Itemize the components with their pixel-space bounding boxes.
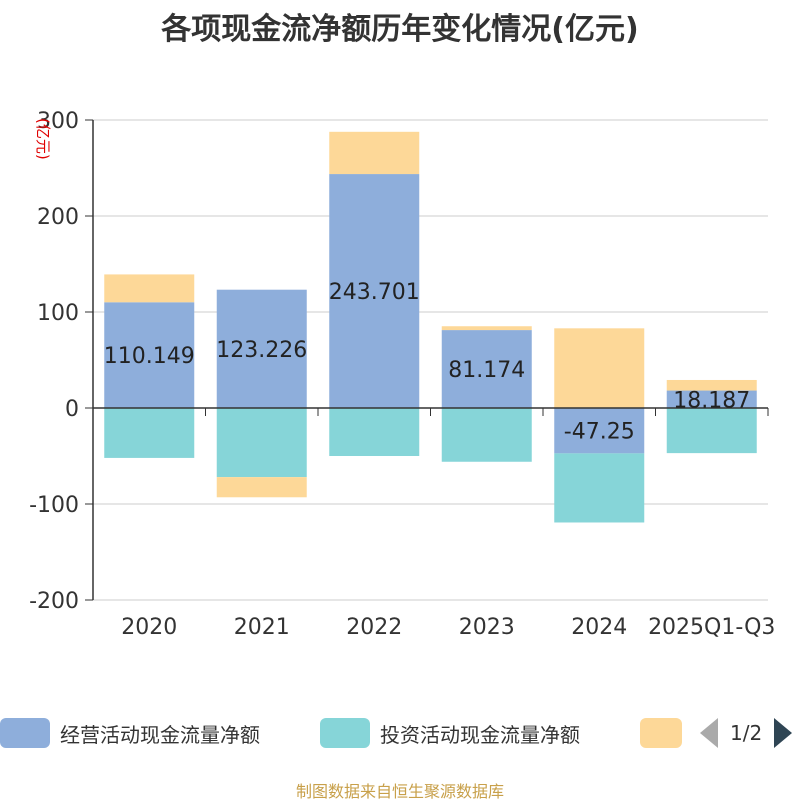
- legend-item-financing[interactable]: [640, 718, 692, 748]
- y-axis-label: (亿元): [34, 118, 52, 160]
- source-note: 制图数据来自恒生聚源数据库: [295, 782, 504, 801]
- y-tick-label: -200: [29, 589, 79, 614]
- bar-s0-2023: [441, 330, 532, 408]
- data-label: 81.174: [448, 358, 525, 383]
- legend-item-investing[interactable]: 投资活动现金流量净额: [320, 718, 580, 748]
- legend-next-icon[interactable]: [774, 718, 793, 748]
- bar-s2-2021: [216, 477, 307, 498]
- data-label: -47.25: [564, 420, 635, 445]
- bar-s2-2022: [329, 131, 420, 175]
- x-tick-label: 2022: [346, 615, 402, 640]
- legend-pager: 1/2: [700, 718, 793, 748]
- data-labels: 110.149 123.226 243.701 81.174 -47.25 18.187: [104, 280, 750, 445]
- y-tick-label: 100: [37, 301, 79, 326]
- y-tick-label: 0: [65, 397, 79, 422]
- bar-s2-2024: [554, 328, 645, 408]
- chart-title: 各项现金流净额历年变化情况(亿元): [161, 12, 639, 47]
- bar-s2-2023: [441, 326, 532, 331]
- bar-s1-2021: [216, 408, 307, 478]
- data-label: 18.187: [673, 388, 750, 413]
- x-tick-label: 2023: [459, 615, 515, 640]
- bar-s0-2022: [329, 174, 420, 408]
- data-label: 123.226: [216, 338, 307, 363]
- legend-prev-icon[interactable]: [700, 718, 718, 748]
- x-tick-label: 2021: [234, 615, 290, 640]
- y-tick-label: 300: [37, 109, 79, 134]
- bars: [104, 131, 757, 523]
- x-tick-label: 2025Q1-Q3: [648, 615, 775, 640]
- legend-swatch-financing: [640, 718, 682, 748]
- bar-s1-2023: [441, 408, 532, 462]
- legend-swatch-operating: [0, 718, 50, 748]
- legend-swatch-investing: [320, 718, 370, 748]
- data-label: 110.149: [104, 344, 195, 369]
- y-tick-label: -100: [29, 493, 79, 518]
- legend-label-operating: 经营活动现金流量净额: [60, 722, 260, 747]
- bar-s2-2020: [104, 274, 195, 303]
- bar-s2-2025Q1-Q3: [666, 379, 757, 391]
- bar-s1-2025Q1-Q3: [666, 408, 757, 454]
- x-tick-label: 2024: [571, 615, 627, 640]
- bar-s0-2021: [216, 289, 307, 408]
- axes: -200 -100 0 100 200 300(亿元) 2020 2021 2022 2023 20…: [29, 109, 775, 640]
- data-label: 243.701: [329, 280, 420, 305]
- legend-item-operating[interactable]: 经营活动现金流量净额: [0, 718, 260, 748]
- bar-s1-2020: [104, 408, 195, 458]
- legend-label-investing: 投资活动现金流量净额: [380, 722, 580, 747]
- bar-s0-2025Q1-Q3: [666, 390, 757, 408]
- x-tick-label: 2020: [121, 615, 177, 640]
- bar-s0-2024: [554, 408, 645, 454]
- chart-canvas: -200 -100 0 100 200 300(亿元) 2020 2021 2022 2023 20…: [29, 109, 775, 640]
- bar-s0-2020: [104, 302, 195, 408]
- y-tick-label: 200: [37, 205, 79, 230]
- bar-s1-2022: [329, 408, 420, 456]
- legend-page-indicator: 1/2: [730, 721, 763, 745]
- bar-s1-2024: [554, 453, 645, 523]
